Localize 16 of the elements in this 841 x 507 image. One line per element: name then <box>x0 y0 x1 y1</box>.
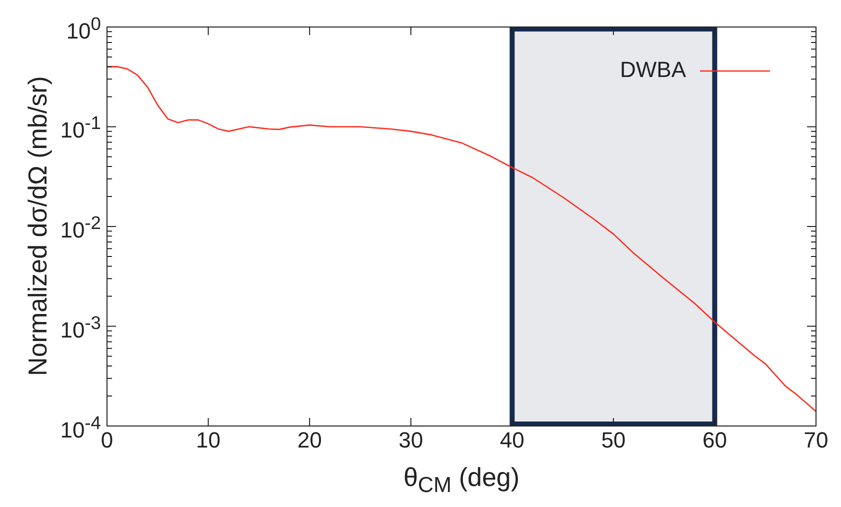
x-tick-label: 40 <box>500 427 524 452</box>
legend-label: DWBA <box>620 57 686 82</box>
x-tick-label: 70 <box>804 427 828 452</box>
x-axis-title: θ$_{CM}$ (deg) <box>402 462 521 498</box>
x-tick-label: 0 <box>100 427 114 452</box>
x-tick-label: 20 <box>297 427 322 452</box>
x-tick-label: 10 <box>196 427 221 452</box>
y-tick-label: 10$^{0}$ <box>66 12 101 43</box>
y-axis-title: Normalized dσ/dΩ (mb/sr) <box>22 75 54 378</box>
y-tick-label: 10$^{-3}$ <box>60 310 101 342</box>
y-tick-label: 10$^{-1}$ <box>60 111 101 143</box>
y-tick-label: 10$^{-4}$ <box>60 410 101 442</box>
y-tick-label: 10$^{-2}$ <box>60 211 101 242</box>
x-tick-label: 30 <box>398 427 424 452</box>
x-tick-label: 60 <box>702 427 727 452</box>
x-tick-label: 50 <box>601 427 626 452</box>
